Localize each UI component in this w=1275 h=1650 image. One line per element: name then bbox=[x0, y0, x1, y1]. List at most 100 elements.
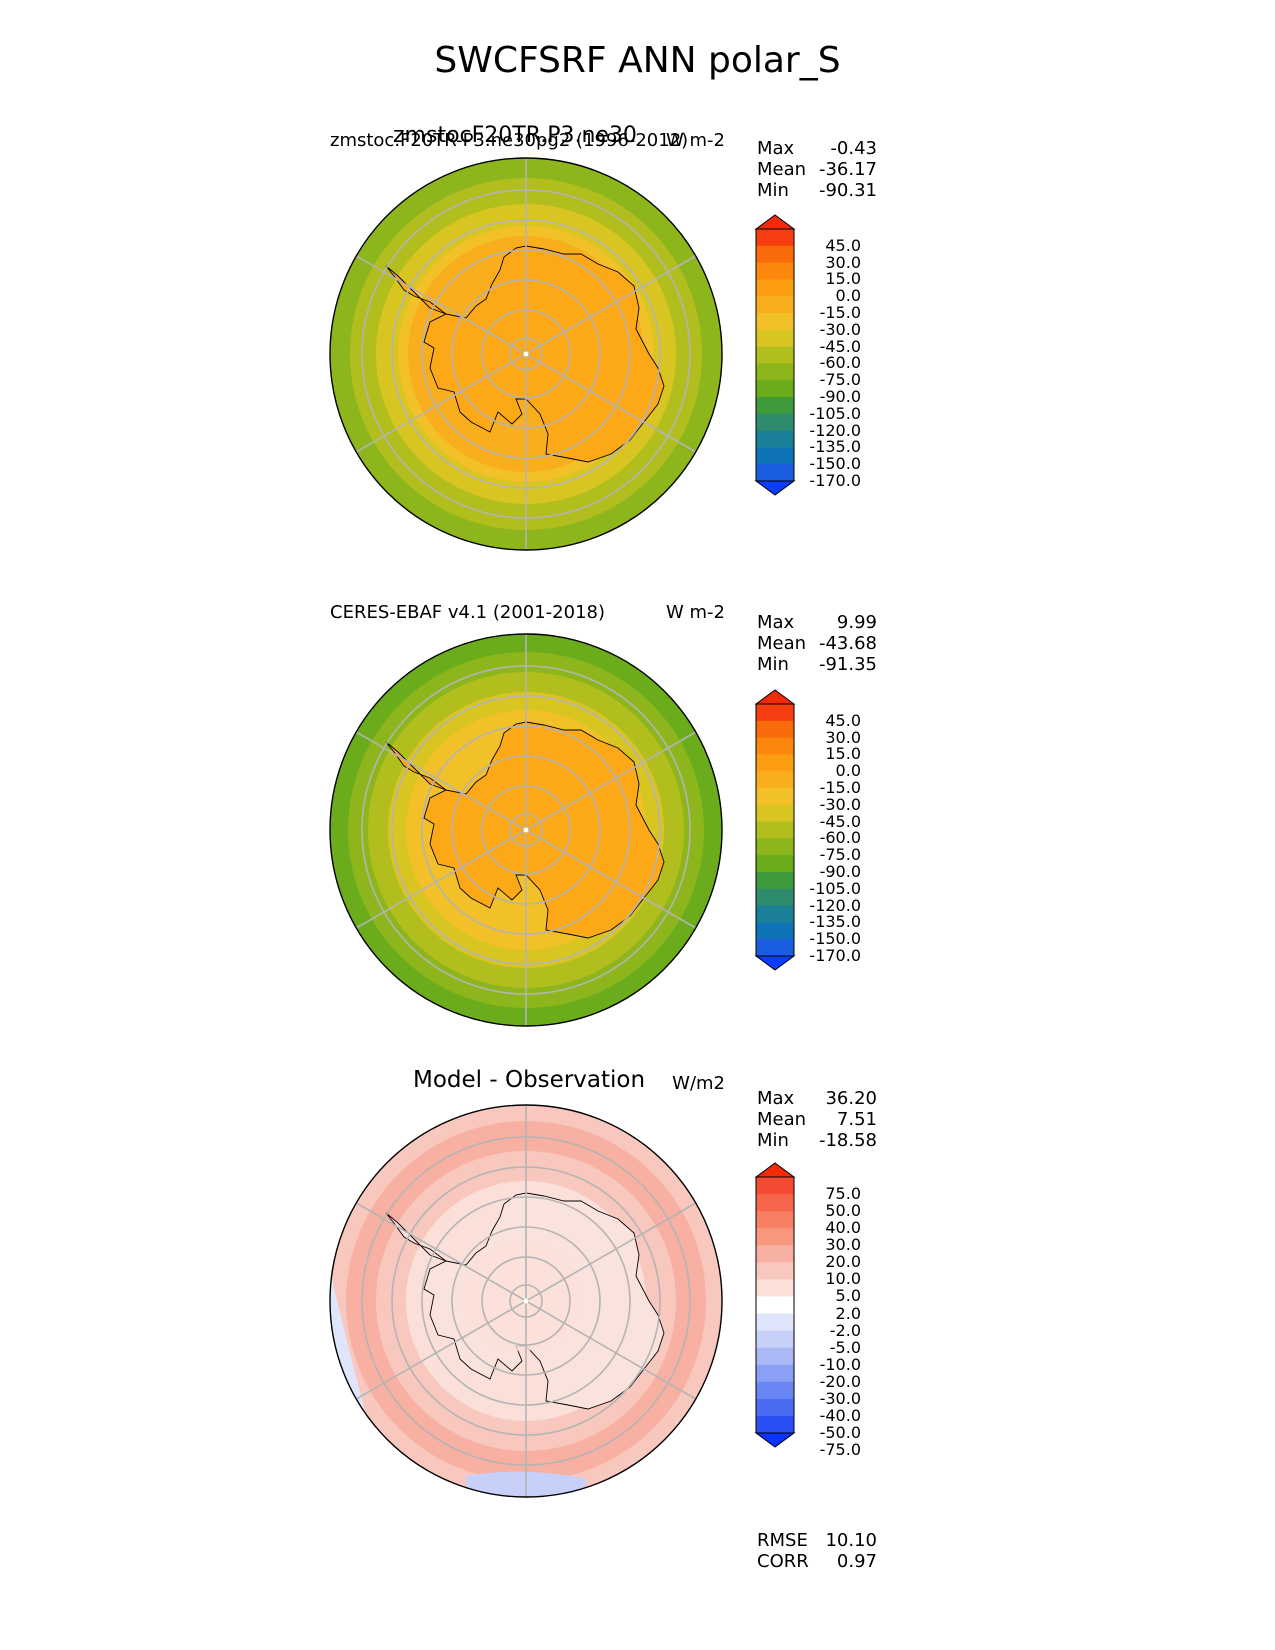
colorbar-tick-label: -30.0 bbox=[819, 319, 861, 339]
colorbar-segment-5 bbox=[756, 788, 794, 806]
colorbar-segment-5 bbox=[756, 1262, 794, 1280]
panel-model-min-value: -90.31 bbox=[818, 180, 877, 201]
colorbar-tick-label: -90.0 bbox=[819, 387, 861, 406]
meridian-gridline-240 bbox=[355, 829, 527, 929]
colorbar-extend-max bbox=[754, 689, 796, 705]
colorbar-model bbox=[754, 214, 796, 496]
colorbar-segment-0 bbox=[756, 704, 794, 722]
colorbar-tick-label: 30.0 bbox=[825, 727, 861, 747]
colorbar-tick-label: -150.0 bbox=[809, 929, 861, 949]
colorbar-tick-label: -40.0 bbox=[819, 1405, 861, 1425]
panel-obs-max-label: Max bbox=[757, 612, 795, 633]
south-pole-marker bbox=[523, 351, 529, 357]
colorbar-segment-10 bbox=[756, 1347, 794, 1366]
panel-obs-units: W m-2 bbox=[665, 602, 725, 623]
map-boundary bbox=[329, 633, 723, 1027]
meridian-gridline-120 bbox=[525, 353, 697, 453]
colorbar-segment-3 bbox=[756, 754, 794, 772]
south-pole-marker bbox=[523, 827, 529, 833]
colorbar-segment-6 bbox=[756, 329, 794, 348]
panel-obs-mean-value: -43.68 bbox=[818, 633, 877, 654]
panel-model-min-label: Min bbox=[757, 180, 789, 201]
panel-diff-max-value: 36.20 bbox=[825, 1088, 877, 1109]
colorbar-segment-9 bbox=[756, 855, 794, 873]
panel-model-units: W m-2 bbox=[665, 130, 725, 151]
colorbar-segment-13 bbox=[756, 922, 794, 940]
colorbar-tick-label: -5.0 bbox=[829, 1337, 861, 1357]
colorbar-tick-label: 75.0 bbox=[825, 1184, 861, 1204]
colorbar-extend-max bbox=[754, 214, 796, 230]
colorbar-segment-4 bbox=[756, 1245, 794, 1263]
colorbar-tick-label: -75.0 bbox=[819, 370, 861, 390]
colorbar-segment-13 bbox=[756, 447, 794, 465]
continent-inner-band bbox=[461, 1241, 581, 1351]
colorbar-segment-8 bbox=[756, 363, 794, 381]
colorbar-segment-10 bbox=[756, 872, 794, 890]
colorbar-segment-8 bbox=[756, 838, 794, 856]
panel-model-title-overlay: zmstocF20TR.P3.ne30 bbox=[393, 123, 637, 148]
colorbar-tick-label: -135.0 bbox=[809, 912, 861, 932]
panel-obs-min-value: -91.35 bbox=[818, 654, 877, 675]
colorbar-frame bbox=[755, 228, 795, 482]
panel-model-mean-label: Mean bbox=[757, 159, 807, 180]
meridian-gridline-240 bbox=[355, 1300, 527, 1400]
colorbar-tick-label: -2.0 bbox=[829, 1320, 861, 1340]
colorbar-tick-label: -60.0 bbox=[819, 828, 861, 848]
meridian-gridline-300 bbox=[355, 1202, 527, 1302]
colorbar-segment-3 bbox=[756, 279, 794, 297]
panel-model-title: zmstoc.F20TR-P3.ne30pg2 (1996-2012) bbox=[330, 130, 689, 151]
colorbar-tick-label: -45.0 bbox=[819, 336, 861, 356]
colorbar-frame bbox=[755, 703, 795, 957]
colorbar-tick-label: 2.0 bbox=[835, 1303, 861, 1323]
colorbar-tick-label: 0.0 bbox=[835, 761, 861, 781]
colorbar-tick-label: 0.0 bbox=[835, 286, 861, 306]
panel-diff-min-value: -18.58 bbox=[818, 1130, 877, 1151]
colorbar-segment-2 bbox=[756, 262, 794, 280]
colorbar-segment-13 bbox=[756, 1398, 794, 1417]
colorbar-tick-label: 50.0 bbox=[825, 1201, 861, 1221]
colorbar-tick-label: 15.0 bbox=[825, 744, 861, 764]
colorbar-segment-4 bbox=[756, 296, 794, 314]
colorbar-segment-5 bbox=[756, 313, 794, 331]
colorbar-segment-6 bbox=[756, 804, 794, 823]
colorbar-tick-label: 10.0 bbox=[825, 1269, 861, 1289]
colorbar-tick-label: -30.0 bbox=[819, 794, 861, 814]
colorbar-segment-1 bbox=[756, 720, 794, 739]
colorbar-tick-label: 30.0 bbox=[825, 252, 861, 272]
antarctic-peninsula bbox=[385, 1212, 447, 1262]
panel-diff-min-label: Min bbox=[757, 1130, 789, 1151]
panel-diff-mean-value: 7.51 bbox=[836, 1109, 877, 1130]
colorbar-tick-label: -105.0 bbox=[809, 403, 861, 423]
panel-obs-max-value: 9.99 bbox=[836, 612, 877, 633]
colorbar-tick-label: -30.0 bbox=[819, 1388, 861, 1408]
meridian-gridline-300 bbox=[355, 255, 527, 355]
panel-model-max-label: Max bbox=[757, 138, 795, 159]
colorbar-tick-label: -150.0 bbox=[809, 454, 861, 474]
rmse-value: 10.10 bbox=[825, 1530, 877, 1551]
colorbar-segment-10 bbox=[756, 397, 794, 415]
meridian-gridline-60 bbox=[525, 1202, 697, 1302]
meridian-gridline-240 bbox=[355, 353, 527, 453]
antarctic-peninsula bbox=[385, 741, 447, 791]
meridian-gridline-120 bbox=[525, 829, 697, 929]
colorbar-extend-max bbox=[754, 1162, 796, 1178]
colorbar-tick-label: 30.0 bbox=[825, 1235, 861, 1255]
polar-map-model bbox=[329, 157, 723, 551]
colorbar-segment-14 bbox=[756, 464, 794, 482]
colorbar-tick-label: -45.0 bbox=[819, 811, 861, 831]
colorbar-tick-label: -170.0 bbox=[809, 471, 861, 490]
polar-map-obs bbox=[329, 633, 723, 1027]
colorbar-segment-1 bbox=[756, 1194, 794, 1212]
panel-diff-title: Model - Observation bbox=[413, 1067, 646, 1093]
colorbar-segment-0 bbox=[756, 1177, 794, 1195]
colorbar-segment-1 bbox=[756, 245, 794, 264]
colorbar-tick-label: -120.0 bbox=[809, 895, 861, 915]
corr-label: CORR bbox=[757, 1551, 809, 1572]
colorbar-tick-label: -135.0 bbox=[809, 437, 861, 457]
colorbar-segment-14 bbox=[756, 939, 794, 957]
colorbar-tick-label: -60.0 bbox=[819, 353, 861, 373]
colorbar-tick-label: 5.0 bbox=[835, 1286, 861, 1306]
south-pole-marker bbox=[523, 1298, 529, 1304]
colorbar-tick-label: -20.0 bbox=[819, 1371, 861, 1391]
colorbar-segment-11 bbox=[756, 1364, 794, 1383]
